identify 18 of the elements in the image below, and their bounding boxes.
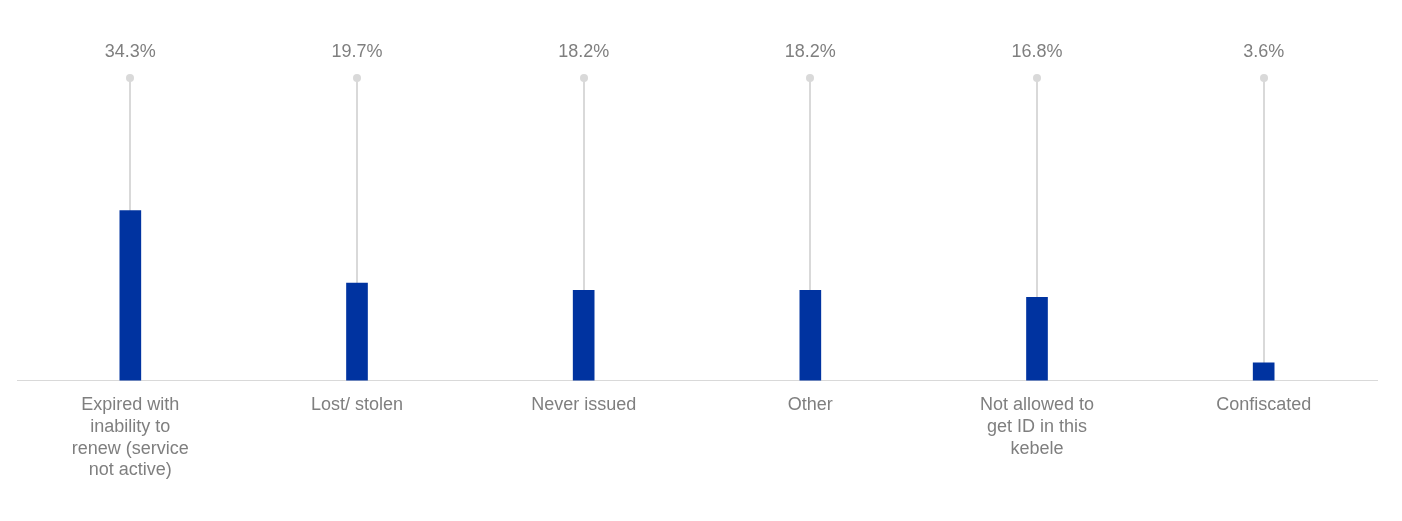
bar: [346, 282, 368, 381]
x-tick-label: Confiscated: [1216, 394, 1312, 415]
bar: [1026, 297, 1048, 381]
x-tick-label: Expired with inability to renew (service not active): [71, 394, 189, 480]
x-tick-label: Lost/ stolen: [310, 394, 404, 415]
bar: [799, 290, 822, 381]
bar: [572, 290, 595, 381]
data-label: 18.2%: [784, 40, 836, 61]
data-label: 16.8%: [1011, 40, 1063, 61]
data-label: 3.6%: [1243, 40, 1285, 61]
x-tick-label: Not allowed to get ID in this kebele: [979, 394, 1095, 458]
data-label: 19.7%: [331, 40, 383, 61]
x-tick-label: Never issued: [531, 394, 637, 415]
bar: [119, 210, 142, 381]
x-tick-label: Other: [787, 394, 833, 415]
data-label: 34.3%: [104, 40, 156, 61]
bar: [1252, 362, 1275, 381]
data-label: 18.2%: [558, 40, 610, 61]
